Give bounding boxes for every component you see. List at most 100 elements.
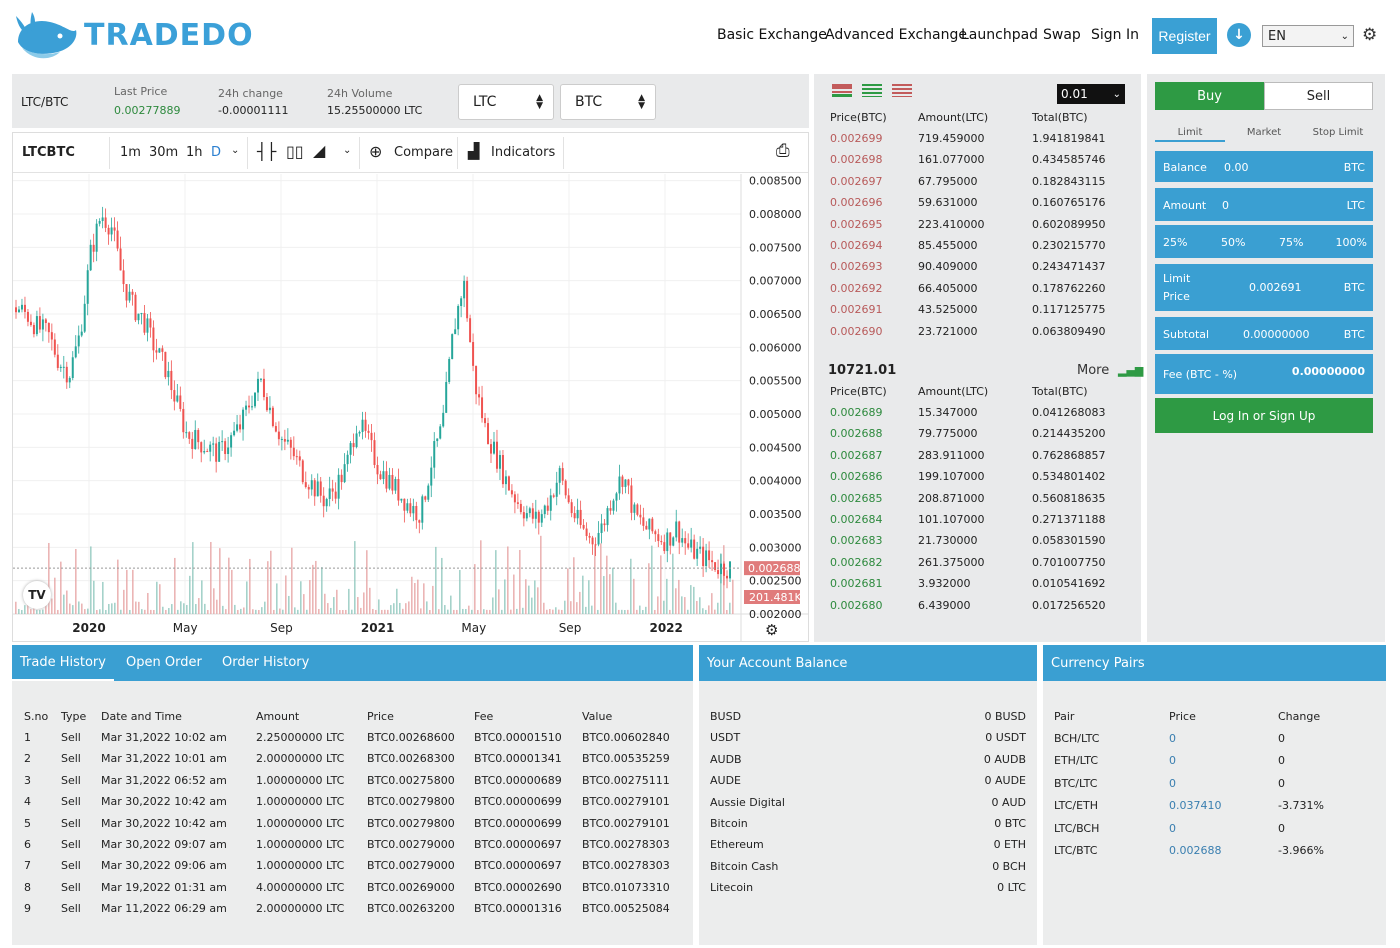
ask-total[interactable]: 1.941819841 [1032,132,1106,145]
bid-amount[interactable]: 261.375000 [918,555,985,569]
ask-total[interactable]: 0.063809490 [1032,324,1106,338]
amount-input[interactable]: Amount 0 LTC [1155,188,1373,221]
ask-price[interactable]: 0.002693 [830,260,883,274]
bid-price[interactable]: 0.002687 [830,448,883,462]
ask-amount[interactable]: 43.525000 [918,303,978,317]
price-step-select[interactable]: 0.01 ⌄ [1057,84,1125,104]
ask-total[interactable]: 0.117125775 [1032,303,1106,317]
chart-settings-icon[interactable]: ⚙ [765,621,779,639]
pair-name[interactable]: LTC/BCH [1054,821,1100,835]
ask-amount[interactable]: 161.077000 [918,153,985,167]
bar-chart-type-icon[interactable]: ┤├ [257,142,277,161]
bid-amount[interactable]: 21.730000 [918,534,978,548]
ask-amount[interactable]: 90.409000 [918,260,978,274]
quote-currency-select[interactable]: BTC ▲ ▼ [560,84,656,120]
ask-price[interactable]: 0.002697 [830,174,883,188]
ask-amount[interactable]: 85.455000 [918,239,978,252]
bid-total[interactable]: 0.017256520 [1032,598,1106,612]
order-type-stop-limit[interactable]: Stop Limit [1312,127,1364,138]
ask-amount[interactable]: 223.410000 [918,217,985,231]
percent-75-button[interactable]: 75% [1279,236,1304,249]
chart-symbol[interactable]: LTCBTC [22,145,75,160]
view-both-icon[interactable] [832,84,852,97]
chevron-down-icon[interactable]: ⌄ [343,145,352,156]
ask-amount[interactable]: 23.721000 [918,324,978,338]
bid-price[interactable]: 0.002686 [830,470,883,484]
ask-amount[interactable]: 719.459000 [918,132,985,145]
indicators-button[interactable]: Indicators [491,145,556,160]
pair-name[interactable]: ETH/LTC [1054,754,1099,768]
pair-name[interactable]: LTC/BTC [1054,844,1098,857]
tab-trade-history[interactable]: Trade History [12,645,114,681]
ask-price[interactable]: 0.002690 [830,324,883,338]
pair-name[interactable]: BTC/LTC [1054,776,1098,790]
bid-amount[interactable]: 79.775000 [918,427,978,441]
ask-amount[interactable]: 66.405000 [918,281,978,295]
ask-amount[interactable]: 59.631000 [918,196,978,210]
bid-total[interactable]: 0.701007750 [1032,555,1106,569]
bid-total[interactable]: 0.534801402 [1032,470,1106,484]
view-bids-icon[interactable] [862,84,882,97]
bid-total[interactable]: 0.214435200 [1032,427,1106,441]
ask-total[interactable]: 0.230215770 [1032,239,1106,252]
bid-price[interactable]: 0.002685 [830,491,883,505]
bid-total[interactable]: 0.560818635 [1032,491,1106,505]
brand-logo[interactable] [12,8,252,66]
base-currency-select[interactable]: LTC ▲ ▼ [458,84,554,120]
tab-open-order[interactable]: Open Order [126,655,202,670]
tradingview-logo-icon[interactable]: TV [23,581,51,609]
bid-total[interactable]: 0.271371188 [1032,513,1106,526]
bid-amount[interactable]: 6.439000 [918,598,971,612]
interval-1m[interactable]: 1m [120,145,141,160]
pair-name[interactable]: LTC/ETH [1054,799,1099,813]
chart-plot[interactable]: 0.008500 0.008000 0.007500 0.007000 0.006500… [13,174,808,641]
bid-price[interactable]: 0.002684 [830,513,883,526]
interval-d[interactable]: D [211,145,222,160]
ask-total[interactable]: 0.243471437 [1032,260,1106,274]
bid-amount[interactable]: 3.932000 [918,577,971,591]
bid-amount[interactable]: 199.107000 [918,470,985,484]
ask-total[interactable]: 0.178762260 [1032,281,1106,295]
bid-price[interactable]: 0.002680 [830,598,883,612]
ask-price[interactable]: 0.002699 [830,132,883,145]
ask-total[interactable]: 0.182843115 [1032,174,1106,188]
ask-price[interactable]: 0.002696 [830,196,883,210]
percent-25-button[interactable]: 25% [1163,236,1188,249]
ask-total[interactable]: 0.434585746 [1032,153,1106,167]
download-app-icon[interactable]: ↓ [1227,23,1251,47]
nav-basic-exchange[interactable]: Basic Exchange [717,27,827,43]
ask-total[interactable]: 0.160765176 [1032,196,1106,210]
interval-30m[interactable]: 30m [149,145,179,160]
candle-chart-type-icon[interactable]: ▯▯ [286,142,304,161]
bid-amount[interactable]: 283.911000 [918,448,985,462]
nav-sign-in[interactable]: Sign In [1091,27,1139,43]
ask-price[interactable]: 0.002694 [830,239,883,252]
view-asks-icon[interactable] [892,84,912,97]
compare-button[interactable]: Compare [394,145,453,160]
bid-amount[interactable]: 101.107000 [918,513,985,526]
indicators-icon[interactable]: ▟ [468,142,480,160]
settings-gear-icon[interactable]: ⚙ [1362,25,1378,45]
ask-price[interactable]: 0.002691 [830,303,883,317]
compare-plus-icon[interactable]: ⊕ [369,142,383,161]
order-type-market[interactable]: Market [1246,127,1282,138]
bid-amount[interactable]: 208.871000 [918,491,985,505]
ask-total[interactable]: 0.602089950 [1032,217,1106,231]
ask-amount[interactable]: 67.795000 [918,174,978,188]
bid-total[interactable]: 0.041268083 [1032,406,1106,419]
order-type-limit[interactable]: Limit [1177,127,1203,138]
pair-name[interactable]: BCH/LTC [1054,732,1100,745]
bid-price[interactable]: 0.002682 [830,555,883,569]
nav-swap[interactable]: Swap [1043,27,1081,43]
login-signup-button[interactable]: Log In or Sign Up [1155,398,1373,433]
bid-total[interactable]: 0.058301590 [1032,534,1106,548]
ask-price[interactable]: 0.002692 [830,281,883,295]
percent-50-button[interactable]: 50% [1221,236,1246,249]
limit-price-input[interactable]: Limit Price 0.002691 BTC [1155,264,1373,311]
nav-advanced-exchange[interactable]: Advanced Exchange [825,27,968,43]
buy-tab[interactable]: Buy [1155,82,1264,110]
language-select[interactable]: EN ⌄ [1262,25,1354,47]
ask-price[interactable]: 0.002695 [830,217,883,231]
ask-price[interactable]: 0.002698 [830,153,883,167]
bid-price[interactable]: 0.002689 [830,406,883,419]
